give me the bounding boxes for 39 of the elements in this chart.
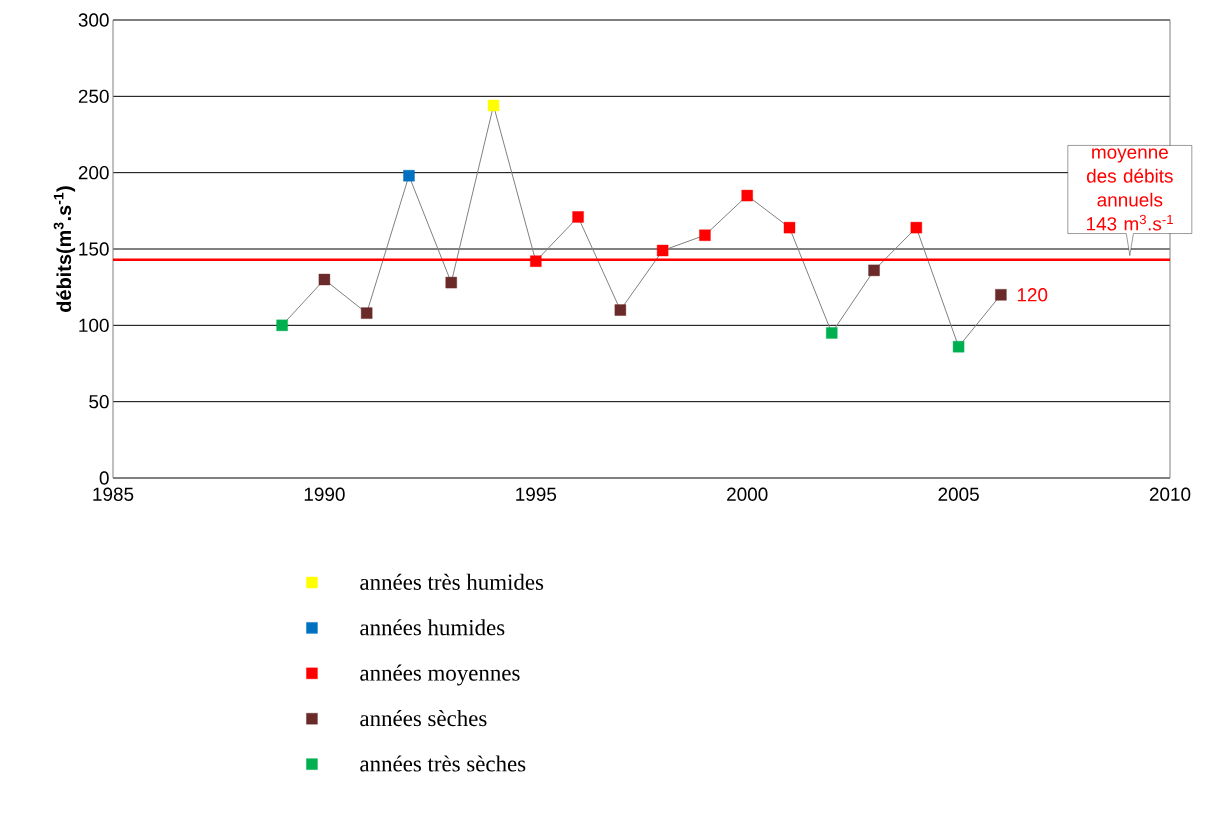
x-tick-label: 2000 — [727, 487, 768, 501]
x-tick-label: 1985 — [93, 487, 134, 501]
point — [952, 341, 965, 353]
x-tick-label: 2010 — [1149, 487, 1191, 501]
point — [741, 189, 753, 202]
y-tick-label: 100 — [79, 318, 109, 333]
point — [995, 289, 1007, 301]
point — [487, 99, 500, 112]
y-axis-title: débits(m$^{3}$.s$^{-1}$) — [53, 186, 76, 312]
x-tick-label: 2005 — [938, 487, 979, 501]
y-tick-label: 200 — [78, 165, 109, 180]
legend-label: années très sèches — [360, 755, 526, 772]
x-tick-label: 1990 — [304, 487, 345, 501]
point — [826, 327, 838, 339]
y-tick-label: 50 — [89, 394, 109, 409]
y-tick-label: 250 — [78, 89, 109, 104]
point — [614, 304, 627, 316]
y-tick-label: 150 — [79, 242, 109, 256]
point — [530, 255, 542, 267]
point — [276, 319, 288, 332]
annotation: 120 — [1017, 288, 1048, 302]
point — [783, 221, 796, 234]
y-tick-label: 0 — [99, 471, 109, 485]
legend-label: années humides — [360, 619, 505, 636]
point — [572, 211, 584, 223]
point — [360, 307, 373, 319]
x-tick-label: 1995 — [516, 487, 557, 501]
point — [318, 273, 331, 286]
point — [445, 276, 457, 289]
point — [656, 244, 669, 257]
point — [403, 170, 415, 182]
legend-label: années sèches — [360, 710, 487, 727]
y-tick-label: 300 — [78, 13, 109, 27]
ref-line-label: moyenne des débits annuels 143 m$^{3}$.s$^{-1}$ — [1086, 148, 1173, 231]
point — [910, 221, 923, 234]
legend-label: années moyennes — [360, 664, 520, 686]
legend-label: années très humides — [360, 573, 544, 590]
point — [868, 264, 880, 277]
point — [699, 229, 711, 241]
